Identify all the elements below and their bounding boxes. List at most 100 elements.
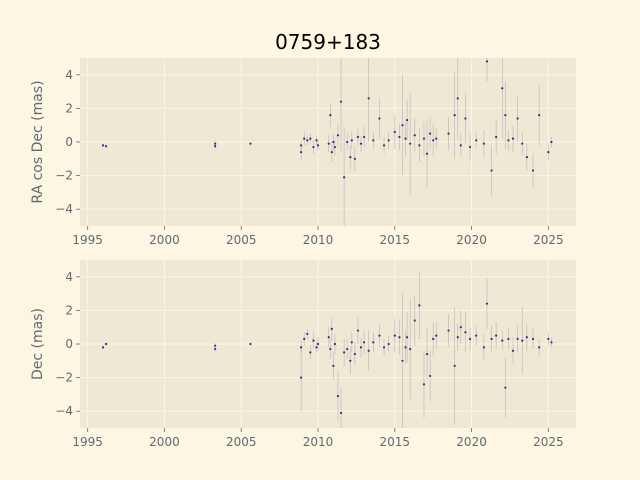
data-point bbox=[464, 117, 467, 120]
x-tick-label: 1995 bbox=[72, 233, 103, 247]
data-point bbox=[550, 140, 553, 144]
x-tick-label: 2015 bbox=[380, 233, 411, 247]
data-point bbox=[531, 169, 535, 172]
data-point bbox=[353, 352, 356, 356]
data-point bbox=[516, 117, 519, 120]
data-point bbox=[378, 334, 381, 337]
data-point bbox=[432, 337, 435, 341]
y-tick-label: 2 bbox=[65, 101, 73, 115]
data-point bbox=[315, 139, 318, 142]
data-point bbox=[343, 176, 346, 179]
x-tick-label: 2000 bbox=[149, 233, 180, 247]
data-point bbox=[501, 339, 504, 342]
data-point bbox=[401, 359, 404, 362]
data-point bbox=[547, 337, 550, 341]
data-point bbox=[105, 145, 108, 148]
data-point bbox=[393, 334, 396, 337]
data-point bbox=[456, 336, 459, 339]
data-point bbox=[531, 337, 535, 341]
data-point bbox=[306, 139, 309, 142]
data-point bbox=[495, 334, 498, 337]
data-point bbox=[214, 145, 217, 148]
data-point bbox=[353, 157, 356, 160]
data-point bbox=[333, 145, 337, 149]
data-point bbox=[350, 341, 353, 344]
data-point bbox=[447, 132, 450, 135]
data-point bbox=[346, 347, 349, 351]
y-tick-label: 4 bbox=[65, 68, 73, 82]
y-tick-label: −2 bbox=[55, 169, 73, 183]
data-point bbox=[105, 342, 108, 346]
x-tick-label: 2025 bbox=[533, 233, 564, 247]
data-point bbox=[475, 334, 478, 337]
data-point bbox=[485, 302, 489, 305]
data-point bbox=[435, 334, 438, 337]
data-point bbox=[425, 352, 429, 356]
data-point bbox=[214, 344, 217, 347]
data-point bbox=[482, 346, 485, 349]
data-point bbox=[387, 139, 390, 142]
data-point bbox=[356, 135, 360, 139]
data-point bbox=[504, 114, 507, 117]
data-point bbox=[490, 337, 493, 341]
data-point bbox=[422, 383, 426, 386]
x-tick-label: 2025 bbox=[533, 435, 564, 449]
data-point bbox=[398, 336, 401, 339]
data-point bbox=[309, 137, 312, 140]
data-point bbox=[482, 142, 485, 145]
data-point bbox=[495, 135, 498, 139]
subplot-1: 1995 2000 2005 2010 2015 2020 2025 −4 −2 0 2 4 RA co… bbox=[30, 58, 576, 247]
data-point bbox=[432, 139, 435, 142]
data-point bbox=[339, 100, 343, 103]
data-point bbox=[453, 114, 456, 117]
x-tick-label: 2020 bbox=[456, 233, 487, 247]
data-point bbox=[393, 130, 396, 134]
data-point bbox=[359, 142, 363, 145]
data-point bbox=[429, 132, 432, 135]
x-tick-label: 2010 bbox=[303, 435, 334, 449]
data-point bbox=[425, 152, 429, 155]
x-tick-label: 2005 bbox=[226, 435, 257, 449]
data-point bbox=[525, 156, 528, 159]
y-axis-label: RA cos Dec (mas) bbox=[30, 80, 46, 203]
data-point bbox=[306, 332, 309, 336]
data-point bbox=[312, 339, 315, 342]
data-point bbox=[101, 144, 105, 147]
y-tick-label: 0 bbox=[65, 135, 73, 149]
data-point bbox=[404, 137, 407, 140]
data-point bbox=[516, 337, 519, 341]
data-point bbox=[303, 337, 306, 341]
data-point bbox=[346, 140, 349, 144]
x-tick-label: 2010 bbox=[303, 233, 334, 247]
data-point bbox=[511, 349, 515, 352]
data-point bbox=[538, 114, 541, 117]
y-tick-label: 4 bbox=[65, 270, 73, 284]
data-point bbox=[336, 394, 340, 398]
data-point bbox=[300, 376, 303, 379]
data-point bbox=[367, 349, 370, 352]
data-point bbox=[511, 137, 515, 140]
data-point bbox=[521, 142, 524, 145]
data-point bbox=[382, 144, 386, 147]
y-tick-label: 2 bbox=[65, 303, 73, 317]
data-point bbox=[356, 329, 360, 332]
x-tick-label: 2020 bbox=[456, 435, 487, 449]
data-point bbox=[521, 339, 524, 342]
data-point bbox=[435, 137, 438, 140]
data-point bbox=[367, 97, 370, 100]
data-point bbox=[372, 139, 375, 142]
y-tick-label: −2 bbox=[55, 371, 73, 385]
data-point bbox=[316, 144, 320, 147]
data-point bbox=[468, 337, 472, 341]
x-tick-label: 2005 bbox=[226, 233, 257, 247]
data-point bbox=[413, 319, 416, 322]
data-point bbox=[501, 87, 504, 90]
data-point bbox=[507, 139, 510, 142]
data-point bbox=[362, 341, 366, 344]
data-point bbox=[327, 142, 330, 145]
data-point bbox=[362, 135, 366, 139]
data-point bbox=[475, 139, 478, 142]
data-point bbox=[332, 140, 335, 144]
data-point bbox=[343, 351, 346, 354]
